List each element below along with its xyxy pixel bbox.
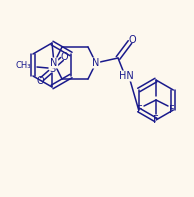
Text: O: O: [128, 35, 136, 45]
Text: N: N: [92, 58, 100, 68]
Text: N: N: [50, 58, 58, 68]
Text: F: F: [153, 115, 159, 125]
Text: O: O: [60, 52, 68, 62]
Text: HN: HN: [119, 71, 133, 81]
Text: F: F: [137, 105, 143, 115]
Text: S: S: [49, 64, 55, 74]
Text: O: O: [36, 76, 44, 86]
Text: F: F: [169, 105, 175, 115]
Text: CH₃: CH₃: [16, 61, 31, 71]
